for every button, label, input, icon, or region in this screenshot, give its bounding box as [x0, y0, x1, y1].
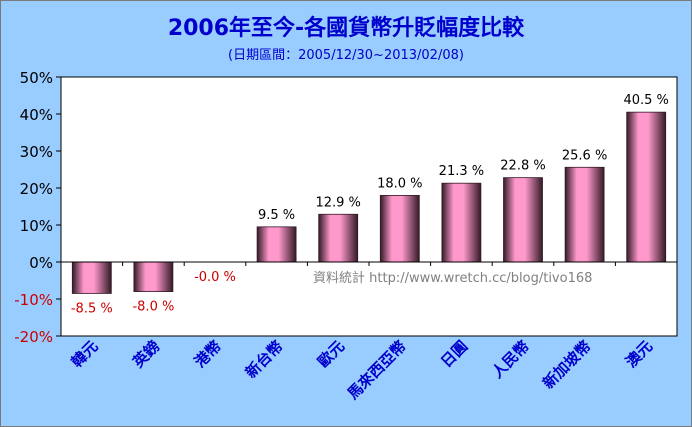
y-tick-label: -10%: [14, 291, 53, 309]
bar: [503, 177, 543, 263]
category-label: 澳元: [622, 337, 656, 371]
category-label: 歐元: [314, 337, 348, 371]
data-label: 40.5 %: [623, 93, 668, 108]
y-tick-label: 30%: [20, 143, 53, 161]
y-tick-label: 20%: [20, 180, 53, 198]
y-tick-label: -20%: [14, 328, 53, 346]
bar: [318, 213, 359, 263]
category-label: 新加坡幣: [539, 337, 594, 392]
category-label: 人民幣: [488, 337, 533, 382]
bar: [71, 261, 112, 294]
bar: [564, 166, 605, 263]
category-label: 英鎊: [129, 337, 163, 371]
chart-annotation: 資料統計 http://www.wretch.cc/blog/tivo168: [313, 271, 593, 286]
data-label: -8.0 %: [132, 300, 174, 315]
y-tick-label: 10%: [20, 217, 53, 235]
category-label: 新台幣: [242, 337, 287, 382]
bar: [441, 182, 482, 263]
y-tick-label: 0%: [29, 254, 53, 272]
y-tick-label: 40%: [20, 106, 53, 124]
bar: [133, 261, 174, 293]
data-label: 21.3 %: [439, 164, 484, 179]
y-tick-label: 50%: [20, 69, 53, 87]
category-label: 港幣: [191, 337, 225, 371]
chart-title: 2006年至今-各國貨幣升貶幅度比較: [167, 16, 525, 41]
data-label: 25.6 %: [562, 148, 607, 163]
category-label: 馬來西亞幣: [344, 337, 410, 403]
data-label: 18.0 %: [377, 176, 422, 191]
category-label: 韓元: [68, 337, 102, 371]
chart-subtitle: (日期區間：2005/12/30~2013/02/08): [228, 48, 464, 63]
data-label: 9.5 %: [258, 208, 295, 223]
category-label: 日圓: [437, 337, 471, 371]
data-label: 12.9 %: [315, 195, 360, 210]
data-label: -8.5 %: [71, 301, 113, 316]
data-label: 22.8 %: [500, 159, 545, 174]
data-label: -0.0 %: [194, 270, 236, 285]
bar: [626, 111, 667, 263]
bar: [379, 194, 420, 263]
bar: [256, 226, 297, 263]
